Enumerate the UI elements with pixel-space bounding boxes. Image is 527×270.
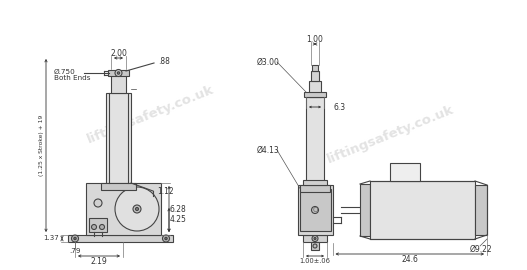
Text: 1.00: 1.00 xyxy=(307,35,324,45)
Circle shape xyxy=(92,224,96,229)
Text: 6.3: 6.3 xyxy=(334,103,346,112)
Bar xyxy=(68,235,173,242)
Circle shape xyxy=(133,205,141,213)
Bar xyxy=(311,71,319,81)
Circle shape xyxy=(162,235,170,242)
Bar xyxy=(299,189,330,231)
Bar xyxy=(101,183,136,190)
Text: 2.19: 2.19 xyxy=(91,256,108,265)
Circle shape xyxy=(100,224,104,229)
Bar xyxy=(89,218,107,232)
Text: O: O xyxy=(313,207,318,213)
Bar xyxy=(311,242,319,250)
Circle shape xyxy=(74,237,76,240)
Bar xyxy=(106,93,131,183)
Circle shape xyxy=(72,235,79,242)
Bar xyxy=(360,184,370,236)
Text: 4.25: 4.25 xyxy=(170,215,187,224)
Circle shape xyxy=(165,237,167,240)
Circle shape xyxy=(118,72,120,74)
Text: .88: .88 xyxy=(158,58,170,66)
Text: 24.6: 24.6 xyxy=(402,255,418,264)
Text: (1.25 x Stroke) + 19: (1.25 x Stroke) + 19 xyxy=(40,115,44,176)
Circle shape xyxy=(311,207,318,214)
Circle shape xyxy=(312,235,318,241)
Bar xyxy=(306,97,324,185)
Circle shape xyxy=(94,199,102,207)
Bar xyxy=(298,185,333,235)
Circle shape xyxy=(314,238,316,239)
Circle shape xyxy=(313,244,317,248)
Text: 2.00: 2.00 xyxy=(110,49,127,59)
Bar xyxy=(108,70,129,76)
Bar xyxy=(303,235,327,242)
Bar xyxy=(309,81,321,97)
Text: 1.37: 1.37 xyxy=(43,235,59,241)
Bar xyxy=(303,180,327,185)
Circle shape xyxy=(115,69,122,76)
Text: 6.28: 6.28 xyxy=(170,204,187,214)
Bar xyxy=(390,163,420,181)
Text: Ø4.13: Ø4.13 xyxy=(257,146,280,154)
Bar xyxy=(312,65,318,71)
Text: liftingsafety.co.uk: liftingsafety.co.uk xyxy=(84,83,216,147)
Text: 1.00±.06: 1.00±.06 xyxy=(299,258,330,264)
Text: .79: .79 xyxy=(69,248,81,254)
Bar xyxy=(370,181,475,239)
Circle shape xyxy=(115,187,159,231)
Text: Both Ends: Both Ends xyxy=(54,75,91,81)
Text: 1.12: 1.12 xyxy=(157,187,173,197)
Circle shape xyxy=(135,208,139,211)
Bar xyxy=(475,185,487,235)
Bar xyxy=(86,183,161,235)
Bar xyxy=(111,71,126,93)
Text: Ø.750: Ø.750 xyxy=(54,69,76,75)
Text: Ø9.22: Ø9.22 xyxy=(470,245,493,254)
Text: Ø3.00: Ø3.00 xyxy=(257,58,280,66)
Text: liftingsafety.co.uk: liftingsafety.co.uk xyxy=(325,103,455,167)
Bar xyxy=(304,92,326,97)
Bar xyxy=(300,185,330,192)
